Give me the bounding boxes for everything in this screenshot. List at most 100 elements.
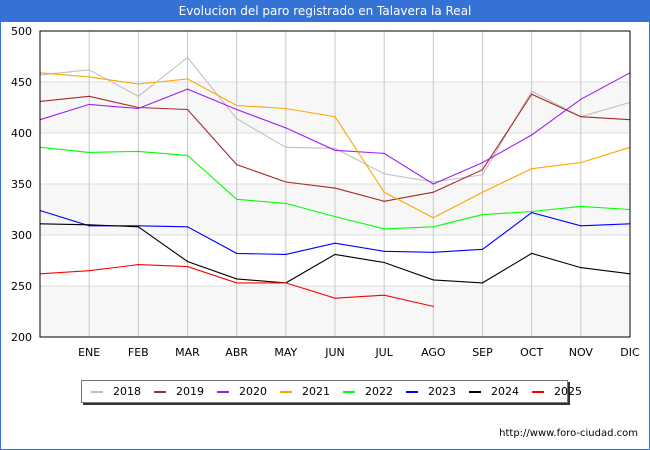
- legend-item-2020: 2020: [217, 385, 267, 398]
- legend-item-2024: 2024: [469, 385, 519, 398]
- y-tick-label: 300: [11, 229, 32, 242]
- legend-item-2019: 2019: [154, 385, 204, 398]
- x-tick-label: ABR: [225, 346, 248, 359]
- data-point-2024: [186, 260, 189, 263]
- legend-item-2025: 2025: [532, 385, 582, 398]
- data-point-2023: [137, 225, 139, 227]
- data-point-2020: [383, 152, 385, 154]
- data-point-2019: [88, 95, 90, 97]
- data-point-2020: [285, 127, 287, 129]
- data-point-2020: [481, 161, 484, 164]
- data-point-2024: [580, 267, 582, 269]
- data-point-2025: [186, 266, 189, 268]
- data-point-2021: [334, 116, 336, 118]
- data-point-2023: [334, 242, 336, 244]
- legend-label: 2022: [365, 385, 393, 398]
- data-point-2018: [531, 90, 533, 92]
- data-point-2018: [383, 173, 385, 175]
- legend-swatch: [532, 390, 544, 393]
- data-point-2019: [580, 116, 582, 118]
- data-point-2022: [137, 150, 139, 152]
- legend-label: 2019: [176, 385, 204, 398]
- legend: 2018 2019 2020 2021 2022 2023 2024 2025: [81, 380, 582, 403]
- data-point-2021: [580, 161, 582, 164]
- data-point-2024: [236, 278, 238, 280]
- legend-swatch: [343, 390, 355, 393]
- plot-border: [39, 30, 631, 338]
- legend-swatch: [280, 390, 292, 393]
- data-point-2020: [580, 98, 582, 100]
- data-point-2019: [236, 164, 238, 166]
- data-point-2023: [481, 248, 484, 250]
- data-point-2023: [383, 250, 385, 252]
- legend-label: 2023: [428, 385, 456, 398]
- data-point-2019: [531, 93, 533, 95]
- data-point-2019: [334, 187, 336, 189]
- legend-label: 2018: [113, 385, 141, 398]
- data-point-2022: [531, 210, 533, 213]
- x-tick-label: FEB: [128, 346, 149, 359]
- data-point-2022: [580, 205, 582, 208]
- x-tick-label: NOV: [569, 346, 594, 359]
- data-point-2018: [186, 56, 189, 59]
- data-point-2023: [285, 253, 287, 255]
- data-point-2019: [186, 108, 189, 111]
- x-tick-label: OCT: [520, 346, 543, 359]
- data-point-2019: [285, 181, 287, 183]
- data-point-2021: [285, 107, 287, 110]
- series-lines: [39, 56, 631, 307]
- data-point-2023: [88, 225, 90, 227]
- data-point-2022: [88, 151, 90, 153]
- x-tick-label: ENE: [78, 346, 100, 359]
- data-point-2025: [236, 282, 238, 284]
- data-point-2025: [432, 305, 434, 307]
- y-tick-label: 500: [11, 25, 32, 38]
- legend-label: 2024: [491, 385, 519, 398]
- legend-item-2018: 2018: [91, 385, 141, 398]
- x-tick-label: AGO: [421, 346, 446, 359]
- data-point-2019: [383, 200, 385, 202]
- x-tick-label: JUL: [374, 346, 393, 359]
- x-tick-label: MAY: [274, 346, 297, 359]
- legend-swatch: [217, 390, 229, 393]
- data-point-2018: [285, 146, 287, 148]
- legend-label: 2021: [302, 385, 330, 398]
- data-point-2023: [531, 211, 533, 214]
- data-point-2021: [88, 76, 90, 78]
- data-point-2024: [334, 253, 336, 255]
- y-tick-label: 450: [11, 76, 32, 89]
- x-tick-label: MAR: [175, 346, 200, 359]
- y-tick-label: 350: [11, 178, 32, 191]
- data-point-2023: [432, 251, 434, 253]
- data-point-2022: [236, 198, 238, 200]
- data-point-2020: [236, 108, 238, 111]
- data-point-2021: [186, 78, 189, 80]
- data-point-2018: [236, 118, 238, 120]
- legend-label: 2020: [239, 385, 267, 398]
- data-point-2025: [88, 270, 90, 272]
- legend-swatch: [91, 390, 103, 393]
- data-point-2024: [481, 282, 484, 284]
- data-point-2019: [432, 191, 434, 193]
- data-point-2019: [481, 169, 484, 171]
- x-tick-label: JUN: [324, 346, 345, 359]
- data-point-2024: [137, 226, 139, 228]
- data-point-2018: [432, 181, 434, 183]
- x-axis-ticks: ENE FEB MAR ABR MAY JUN JUL AGO SEP OCT NOV DIC: [78, 346, 640, 359]
- legend-item-2021: 2021: [280, 385, 330, 398]
- data-point-2022: [432, 226, 434, 228]
- legend-swatch: [406, 390, 418, 393]
- y-axis-ticks: 200 250 300 350 400 450 500: [11, 25, 32, 344]
- data-point-2018: [137, 95, 139, 97]
- data-point-2020: [186, 88, 189, 90]
- data-point-2023: [186, 226, 189, 228]
- data-point-2022: [285, 202, 287, 204]
- data-point-2022: [186, 154, 189, 157]
- data-point-2025: [137, 263, 139, 266]
- source-url: http://www.foro-ciudad.com: [499, 428, 638, 439]
- legend-item-2023: 2023: [406, 385, 456, 398]
- data-point-2018: [481, 174, 484, 176]
- y-tick-label: 400: [11, 127, 32, 140]
- data-point-2022: [334, 216, 336, 218]
